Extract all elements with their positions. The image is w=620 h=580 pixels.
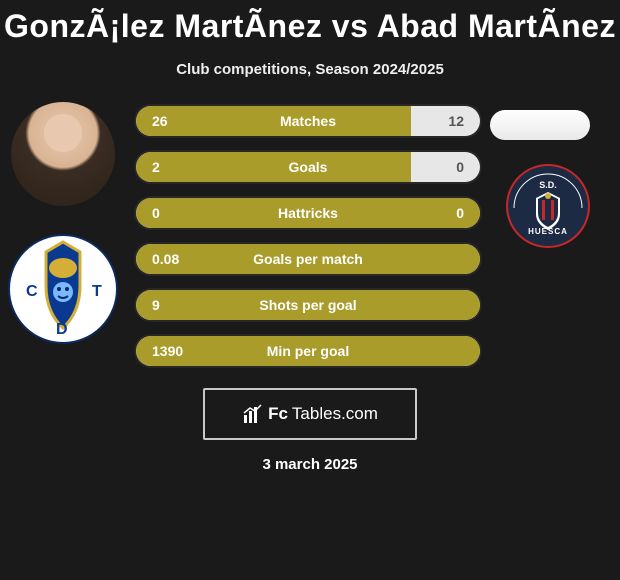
stat-right-value: 0 bbox=[456, 205, 464, 221]
brand-left: Fc bbox=[268, 404, 288, 424]
left-club-crest: C T D bbox=[8, 234, 118, 344]
stat-label: Hattricks bbox=[136, 205, 480, 221]
svg-text:C: C bbox=[26, 283, 38, 300]
stat-row: 26Matches12 bbox=[136, 106, 480, 136]
stat-row: 0.08Goals per match bbox=[136, 244, 480, 274]
page-title: GonzÃ¡lez MartÃnez vs Abad MartÃnez bbox=[0, 0, 620, 45]
date-label: 3 march 2025 bbox=[0, 456, 620, 473]
chart-icon bbox=[242, 403, 264, 425]
stat-label: Min per goal bbox=[136, 343, 480, 359]
stat-row: 2Goals0 bbox=[136, 152, 480, 182]
stat-right-value: 0 bbox=[456, 159, 464, 175]
subtitle: Club competitions, Season 2024/2025 bbox=[0, 61, 620, 78]
comparison-zone: C T D S.D. HUESCA 26Matches122Goals00Hat… bbox=[0, 106, 620, 366]
stat-row: 1390Min per goal bbox=[136, 336, 480, 366]
stat-row: 9Shots per goal bbox=[136, 290, 480, 320]
stat-label: Shots per goal bbox=[136, 297, 480, 313]
stat-label: Goals per match bbox=[136, 251, 480, 267]
brand-badge: FcTables.com bbox=[203, 388, 417, 440]
svg-text:T: T bbox=[92, 283, 102, 300]
stat-label: Matches bbox=[136, 113, 480, 129]
stat-label: Goals bbox=[136, 159, 480, 175]
left-player-column: C T D bbox=[8, 102, 118, 344]
svg-text:S.D.: S.D. bbox=[539, 180, 557, 190]
right-player-placeholder bbox=[490, 110, 590, 140]
stat-bars: 26Matches122Goals00Hattricks00.08Goals p… bbox=[136, 106, 480, 366]
svg-text:D: D bbox=[56, 321, 68, 338]
stat-row: 0Hattricks0 bbox=[136, 198, 480, 228]
player-avatar bbox=[11, 102, 115, 206]
brand-right: Tables.com bbox=[292, 404, 378, 424]
right-club-crest: S.D. HUESCA bbox=[506, 164, 590, 248]
stat-right-value: 12 bbox=[448, 113, 464, 129]
